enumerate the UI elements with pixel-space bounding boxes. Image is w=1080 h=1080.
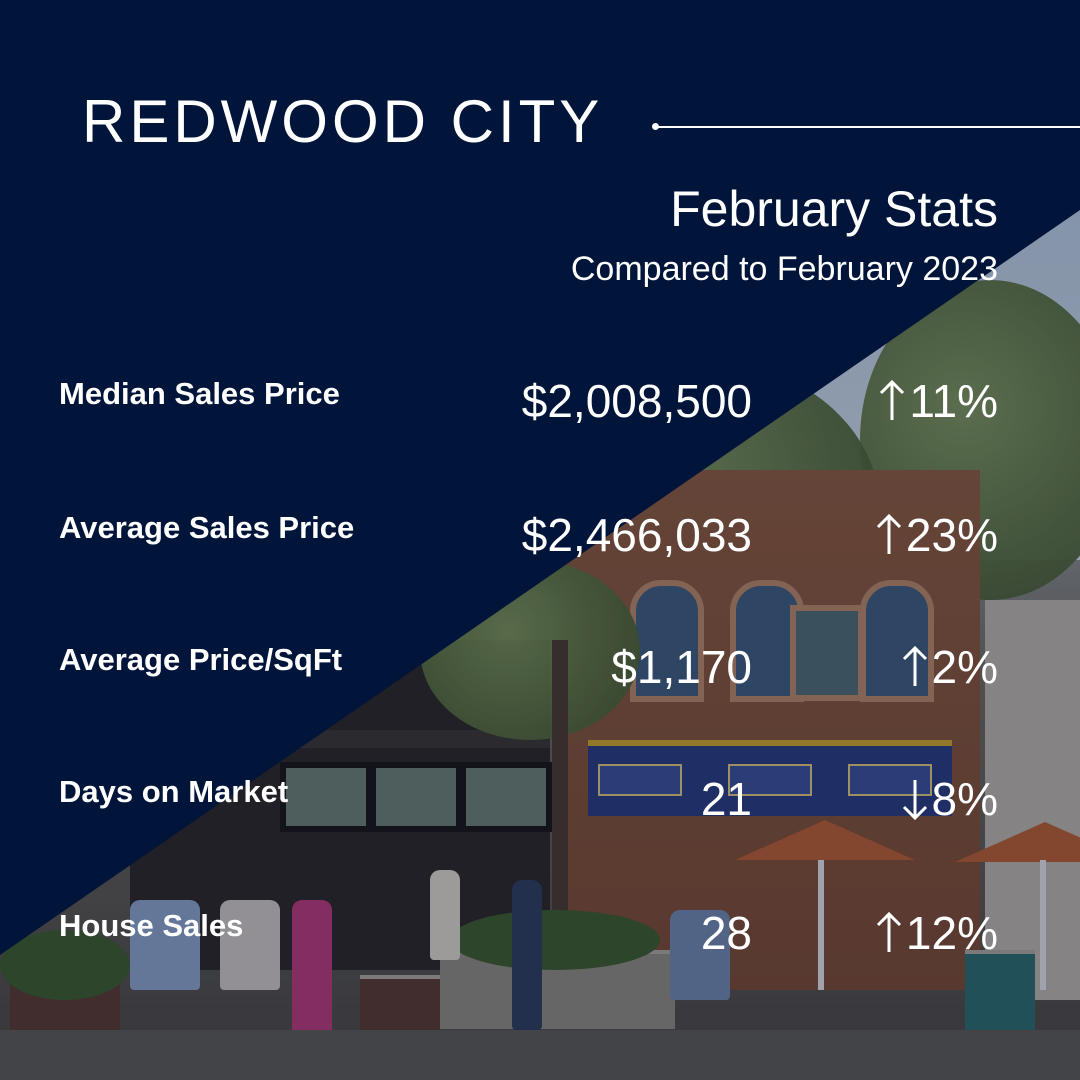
- stat-row-median-sales-price: Median Sales Price $2,008,500 11%: [0, 374, 1080, 434]
- stat-label: Median Sales Price: [59, 376, 340, 411]
- stat-change: 23%: [874, 512, 998, 558]
- stat-change: 12%: [874, 910, 998, 956]
- brick-building: [560, 470, 980, 990]
- stat-row-days-on-market: Days on Market 21 8%: [0, 772, 1080, 832]
- city-title: REDWOOD CITY: [82, 88, 604, 155]
- stat-value: 28: [700, 907, 752, 959]
- stat-label: Average Sales Price: [59, 510, 355, 545]
- navy-panel-shape: [0, 0, 1080, 955]
- stat-label: Days on Market: [59, 774, 289, 809]
- stat-label: House Sales: [59, 908, 244, 943]
- arrow-up-icon: [877, 378, 907, 424]
- header-rule: [654, 126, 1080, 128]
- stat-value: $2,008,500: [521, 375, 752, 427]
- stat-change-percent: 12%: [905, 907, 998, 959]
- stat-change: 2%: [900, 644, 998, 690]
- arrow-up-icon: [900, 644, 930, 690]
- stat-change: 11%: [877, 378, 998, 424]
- stat-change: 8%: [900, 776, 998, 822]
- arrow-up-icon: [874, 910, 904, 956]
- stat-change-percent: 8%: [931, 773, 998, 825]
- stat-label: Average Price/SqFt: [59, 642, 343, 677]
- stat-change-percent: 23%: [905, 509, 998, 561]
- arrow-up-icon: [874, 512, 904, 558]
- stat-row-average-sales-price: Average Sales Price $2,466,033 23%: [0, 508, 1080, 568]
- stat-row-average-price-sqft: Average Price/SqFt $1,170 2%: [0, 640, 1080, 700]
- stat-row-house-sales: House Sales 28 12%: [0, 906, 1080, 966]
- stat-value: 21: [700, 773, 752, 825]
- stat-value: $1,170: [611, 641, 752, 693]
- stat-value: $2,466,033: [521, 509, 752, 561]
- stat-change-percent: 11%: [909, 375, 998, 427]
- arrow-down-icon: [900, 776, 930, 822]
- stat-change-percent: 2%: [931, 641, 998, 693]
- stats-title: February Stats: [670, 181, 998, 237]
- stats-subtitle: Compared to February 2023: [570, 250, 998, 288]
